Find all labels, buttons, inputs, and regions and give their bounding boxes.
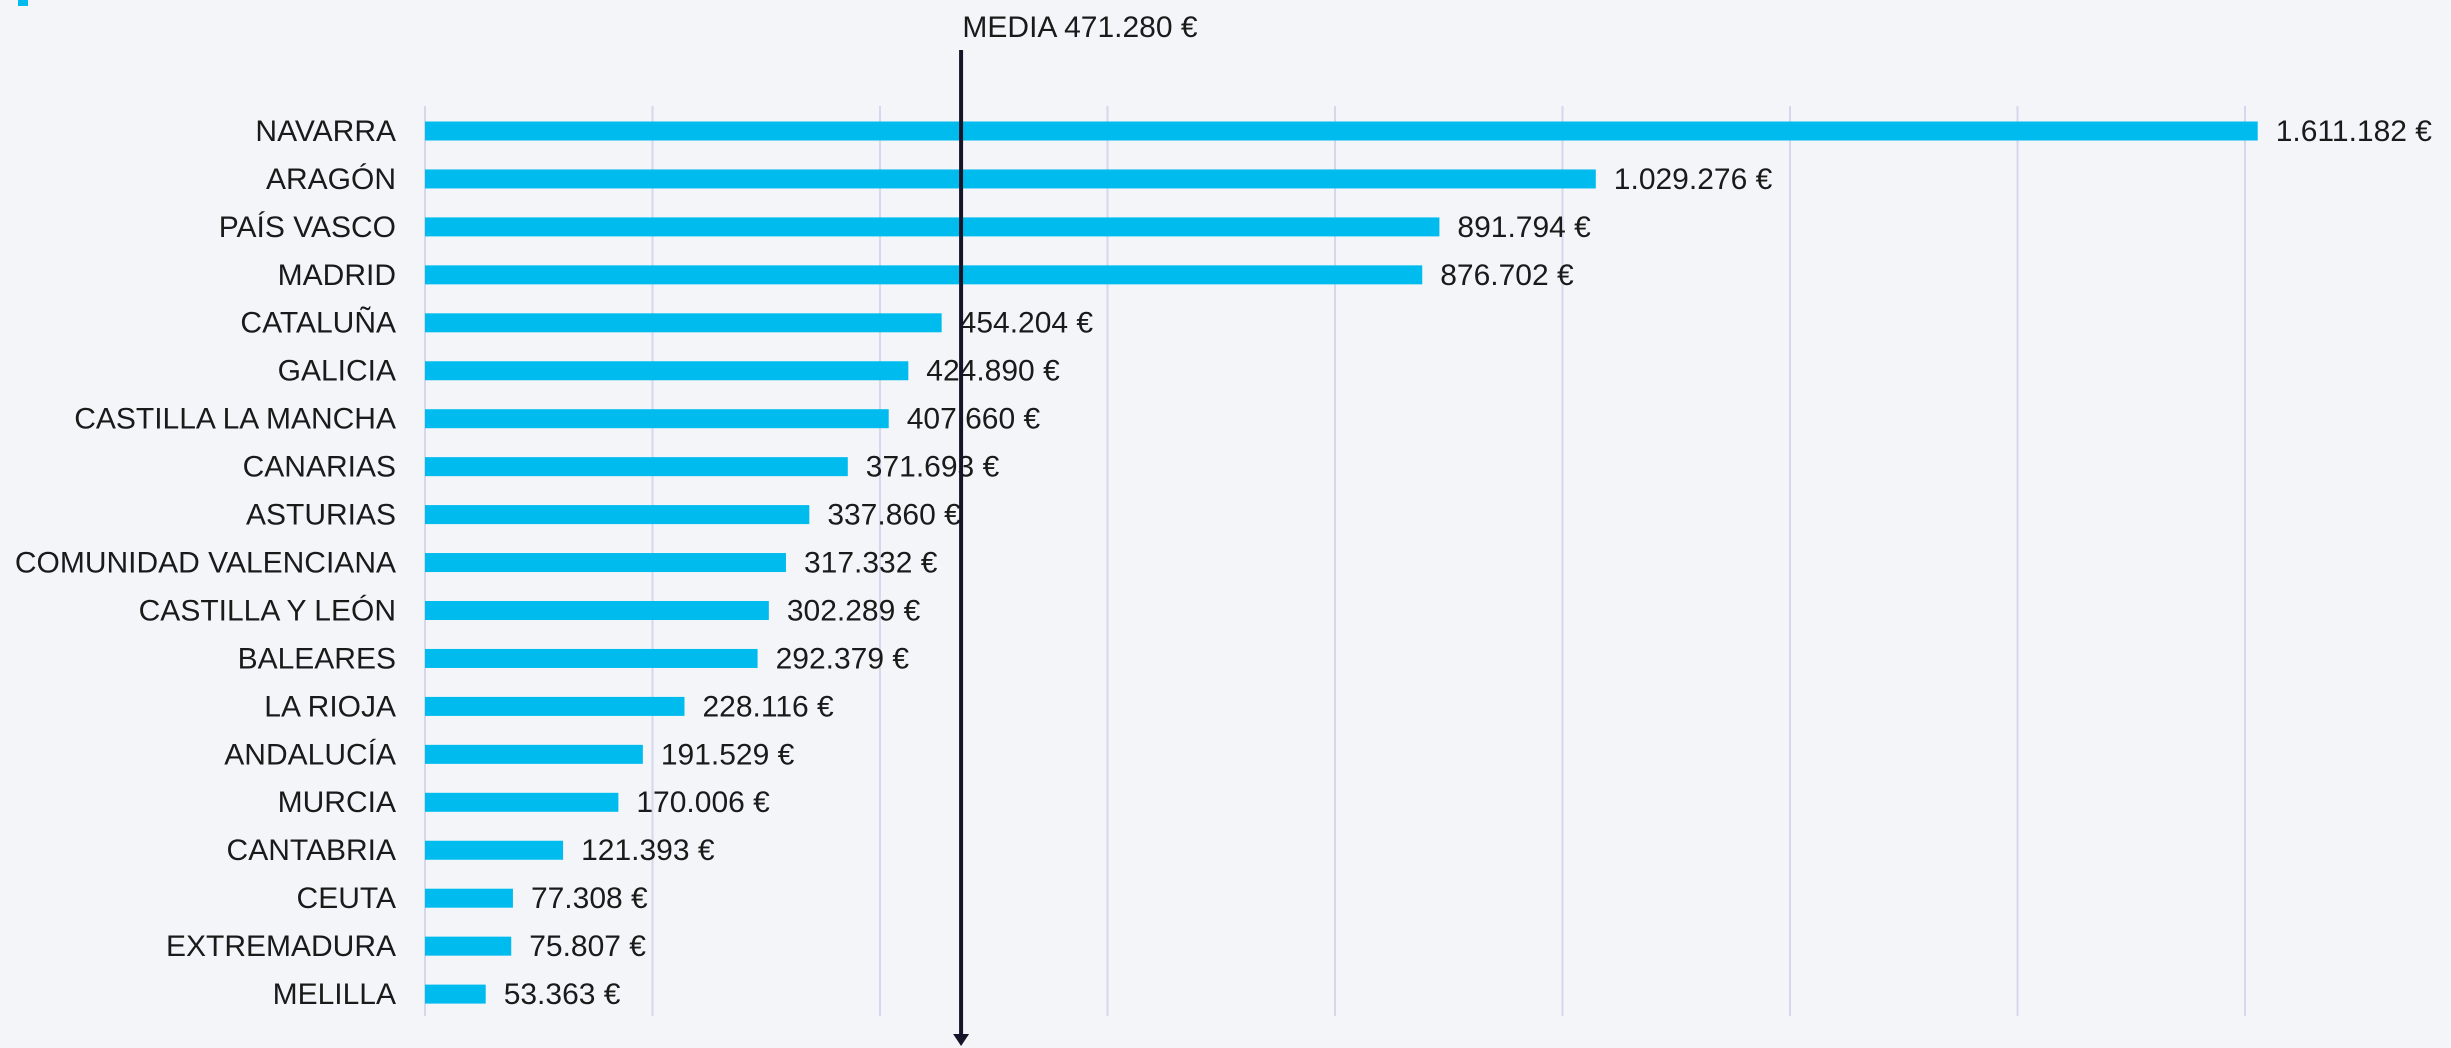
bar xyxy=(425,121,2258,141)
bar xyxy=(425,265,1423,285)
bar xyxy=(425,696,685,716)
bar xyxy=(425,984,486,1004)
value-label: 407.660 € xyxy=(907,403,1041,436)
category-label: CATALUÑA xyxy=(240,306,396,340)
bar xyxy=(425,457,848,477)
value-label: 302.289 € xyxy=(787,594,921,627)
category-label: EXTREMADURA xyxy=(166,930,396,963)
bar xyxy=(425,792,619,812)
mean-arrow xyxy=(953,1034,970,1046)
category-label: CEUTA xyxy=(297,882,396,915)
category-label: ASTURIAS xyxy=(246,499,396,532)
value-label: 292.379 € xyxy=(776,642,910,675)
value-label: 75.807 € xyxy=(529,930,646,963)
value-label: 337.860 € xyxy=(827,499,961,532)
bar xyxy=(425,601,769,620)
bar xyxy=(425,409,889,429)
bar xyxy=(425,888,513,908)
value-label: 371.693 € xyxy=(866,451,1000,484)
value-label: 317.332 € xyxy=(804,546,938,579)
value-label: 876.702 € xyxy=(1440,259,1574,292)
bar xyxy=(425,553,786,573)
mean-label: MEDIA 471.280 € xyxy=(962,11,1197,44)
bar xyxy=(425,169,1596,189)
category-label: ARAGÓN xyxy=(266,163,396,196)
category-label: CANTABRIA xyxy=(227,834,396,867)
category-label: GALICIA xyxy=(278,355,396,388)
category-label: NAVARRA xyxy=(255,115,396,148)
category-label: PAÍS VASCO xyxy=(219,211,396,244)
bar xyxy=(425,505,810,525)
value-label: 170.006 € xyxy=(636,786,770,819)
value-label: 121.393 € xyxy=(581,834,715,867)
category-label: ANDALUCÍA xyxy=(224,738,396,771)
category-label: CASTILLA Y LEÓN xyxy=(139,594,396,627)
category-label: MURCIA xyxy=(278,786,396,819)
category-label: CANARIAS xyxy=(243,451,396,484)
category-label: LA RIOJA xyxy=(264,690,396,723)
corner-accent xyxy=(18,0,28,6)
value-label: 1.029.276 € xyxy=(1614,163,1773,196)
category-label: CASTILLA LA MANCHA xyxy=(74,403,396,436)
value-label: 891.794 € xyxy=(1457,211,1591,244)
bar xyxy=(425,217,1440,237)
bar xyxy=(425,840,564,860)
bar xyxy=(425,936,512,956)
value-label: 424.890 € xyxy=(926,355,1060,388)
value-label: 53.363 € xyxy=(504,978,621,1011)
category-label: BALEARES xyxy=(238,642,396,675)
bar xyxy=(425,744,643,764)
bar xyxy=(425,361,909,381)
value-label: 77.308 € xyxy=(531,882,648,915)
bar xyxy=(425,648,758,668)
bar xyxy=(425,313,942,333)
value-label: 1.611.182 € xyxy=(2276,115,2433,148)
value-label: 191.529 € xyxy=(661,738,795,771)
category-label: MELILLA xyxy=(273,978,396,1011)
value-label: 228.116 € xyxy=(702,690,834,723)
value-label: 454.204 € xyxy=(960,307,1094,340)
category-label: MADRID xyxy=(278,259,396,292)
category-label: COMUNIDAD VALENCIANA xyxy=(15,546,396,579)
